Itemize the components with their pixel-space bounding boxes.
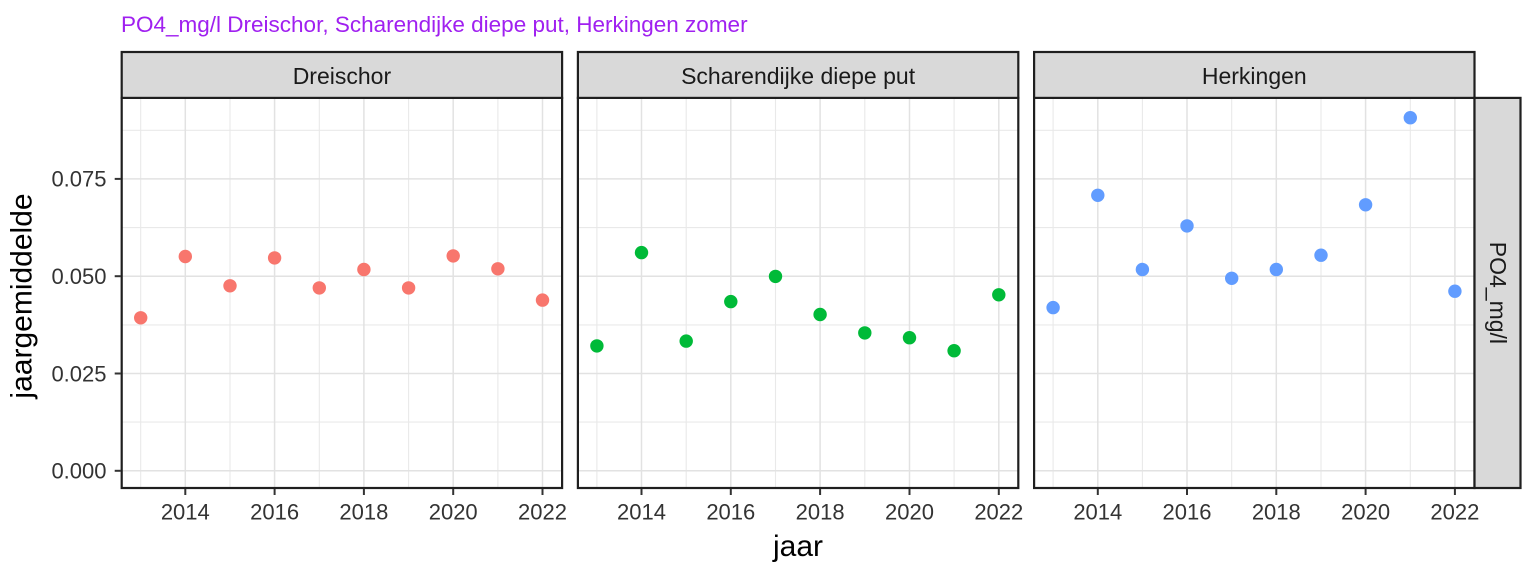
svg-text:Scharendijke diepe put: Scharendijke diepe put — [681, 63, 916, 89]
svg-text:PO4_mg/l: PO4_mg/l — [1485, 242, 1511, 344]
svg-text:jaar: jaar — [772, 530, 823, 563]
svg-text:0.075: 0.075 — [51, 167, 106, 192]
svg-text:2016: 2016 — [1163, 500, 1212, 525]
svg-text:Herkingen: Herkingen — [1202, 63, 1307, 89]
svg-text:2022: 2022 — [1430, 500, 1479, 525]
svg-text:PO4_mg/l Dreischor, Scharendij: PO4_mg/l Dreischor, Scharendijke diepe p… — [121, 12, 748, 37]
svg-text:2020: 2020 — [429, 500, 478, 525]
svg-text:2020: 2020 — [1341, 500, 1390, 525]
svg-text:2016: 2016 — [706, 500, 755, 525]
svg-text:0.025: 0.025 — [51, 361, 106, 386]
svg-text:2018: 2018 — [1252, 500, 1301, 525]
svg-text:jaargemiddelde: jaargemiddelde — [6, 193, 39, 399]
svg-text:2014: 2014 — [161, 500, 210, 525]
svg-text:Dreischor: Dreischor — [293, 63, 392, 89]
svg-text:2018: 2018 — [339, 500, 388, 525]
svg-text:2016: 2016 — [250, 500, 299, 525]
svg-text:2020: 2020 — [885, 500, 934, 525]
svg-text:0.050: 0.050 — [51, 264, 106, 289]
svg-text:2014: 2014 — [1073, 500, 1122, 525]
svg-text:2014: 2014 — [617, 500, 666, 525]
svg-text:2018: 2018 — [796, 500, 845, 525]
svg-text:2022: 2022 — [518, 500, 567, 525]
svg-text:2022: 2022 — [974, 500, 1023, 525]
svg-text:0.000: 0.000 — [51, 459, 106, 484]
